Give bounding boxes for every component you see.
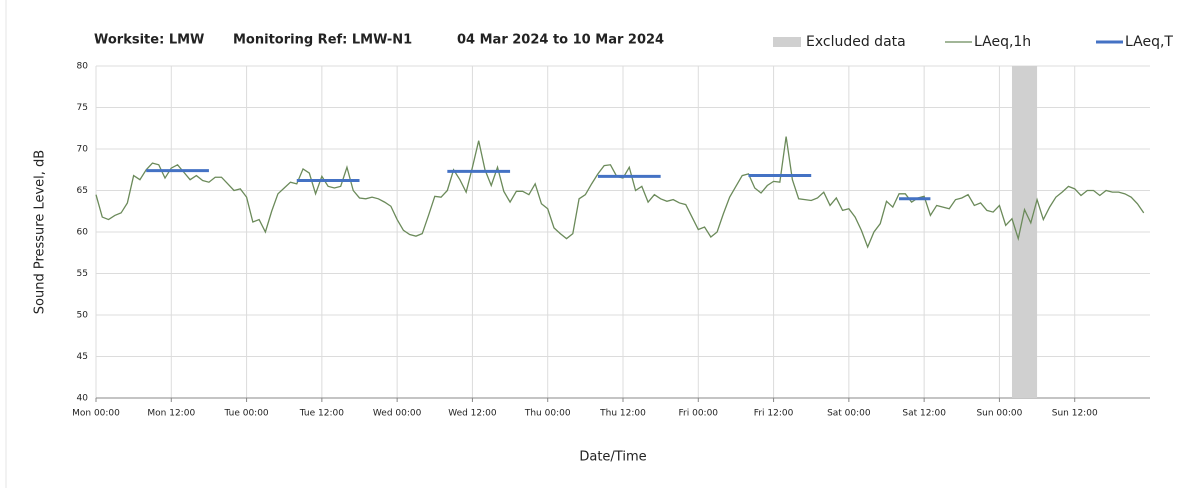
x-tick-label: Fri 12:00: [754, 409, 794, 419]
y-tick-label: 40: [77, 394, 89, 404]
title-dates: 04 Mar 2024 to 10 Mar 2024: [457, 33, 664, 48]
x-tick-label: Sun 12:00: [1052, 409, 1098, 419]
x-tick-label: Mon 00:00: [72, 409, 120, 419]
title-ref: Monitoring Ref: LMW-N1: [233, 33, 412, 48]
y-tick-label: 45: [77, 352, 88, 362]
y-tick-label: 70: [77, 145, 89, 155]
x-axis-label: Date/Time: [579, 450, 646, 465]
x-tick-label: Thu 00:00: [524, 409, 571, 419]
y-tick-label: 75: [77, 103, 88, 113]
x-tick-label: Mon 12:00: [147, 409, 195, 419]
legend-label: LAeq,1h: [974, 34, 1031, 50]
x-tick-label: Wed 12:00: [448, 409, 497, 419]
x-tick-label: Thu 12:00: [599, 409, 646, 419]
y-tick-label: 55: [77, 269, 88, 279]
legend-swatch: [773, 37, 801, 47]
y-tick-label: 80: [77, 62, 89, 72]
y-tick-label: 50: [77, 311, 89, 321]
x-tick-label: Tue 00:00: [223, 409, 268, 419]
title-site: Worksite: LMW: [94, 33, 204, 48]
x-tick-label: Fri 00:00: [679, 409, 719, 419]
y-tick-label: 65: [77, 186, 88, 196]
x-tick-label: Sat 12:00: [902, 409, 946, 419]
y-axis-label: Sound Pressure Level, dB: [33, 150, 48, 314]
x-tick-label: Wed 00:00: [373, 409, 422, 419]
x-tick-label: Sun 00:00: [976, 409, 1022, 419]
legend-label: Excluded data: [806, 34, 906, 50]
legend-label: LAeq,T: [1125, 34, 1173, 50]
x-tick-label: Sat 00:00: [827, 409, 871, 419]
x-tick-label: Tue 12:00: [299, 409, 344, 419]
y-tick-label: 60: [77, 228, 89, 238]
